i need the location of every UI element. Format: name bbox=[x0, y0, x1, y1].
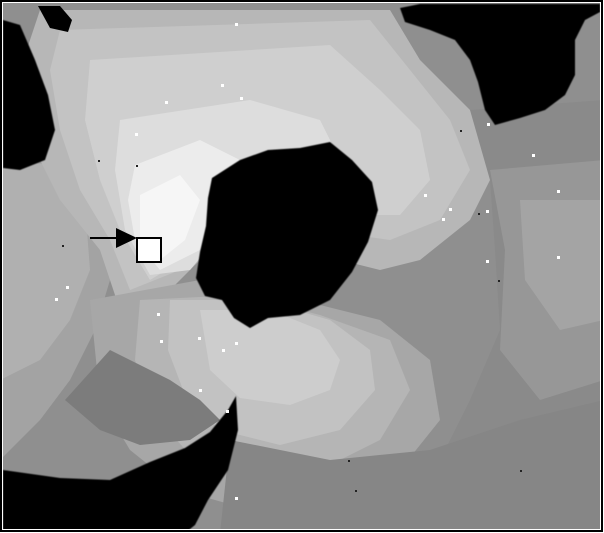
left-gray-band-inner bbox=[3, 160, 90, 379]
bottom-band bbox=[220, 400, 600, 529]
dark-specks bbox=[62, 130, 522, 492]
right-band-3 bbox=[520, 200, 600, 330]
top-left-notch bbox=[38, 6, 72, 32]
white-specks bbox=[55, 23, 560, 500]
top-left-void bbox=[3, 20, 55, 170]
square-marker-icon bbox=[136, 237, 162, 263]
lower-left-dark-area bbox=[65, 350, 220, 445]
arrow-right-icon bbox=[116, 228, 137, 248]
lower-ring-4 bbox=[200, 310, 340, 405]
top-right-void bbox=[400, 4, 600, 125]
bottom-left-void bbox=[3, 396, 238, 529]
center-void bbox=[196, 142, 378, 328]
